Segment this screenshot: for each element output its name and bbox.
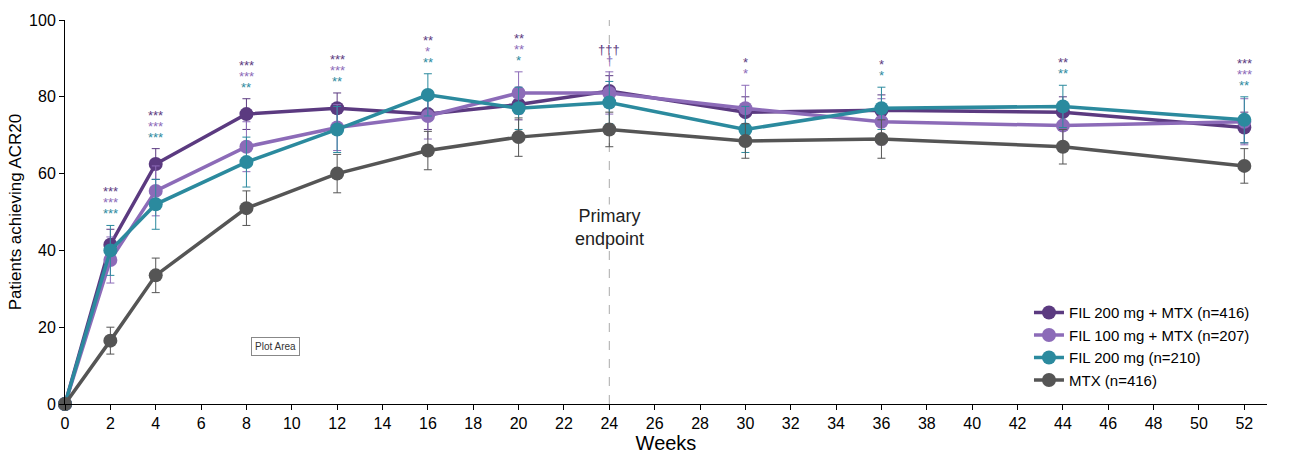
svg-text:Patients achieving ACR20: Patients achieving ACR20 [6,114,25,311]
svg-text:32: 32 [782,415,800,432]
svg-text:**: ** [1239,78,1249,93]
svg-text:***: *** [148,119,163,134]
svg-text:22: 22 [555,415,573,432]
svg-text:18: 18 [464,415,482,432]
svg-text:10: 10 [283,415,301,432]
svg-text:**: ** [423,33,433,48]
svg-text:*: * [879,57,884,72]
svg-text:FIL 200 mg + MTX (n=416): FIL 200 mg + MTX (n=416) [1069,304,1249,321]
svg-text:12: 12 [328,415,346,432]
svg-text:40: 40 [963,415,981,432]
svg-text:50: 50 [1190,415,1208,432]
svg-text:20: 20 [510,415,528,432]
svg-text:*: * [743,66,748,81]
svg-text:**: ** [514,42,524,57]
svg-text:**: ** [1058,66,1068,81]
svg-text:24: 24 [600,415,618,432]
svg-text:*: * [516,53,521,68]
svg-text:MTX (n=416): MTX (n=416) [1069,372,1157,389]
svg-text:40: 40 [38,242,56,259]
svg-text:20: 20 [38,319,56,336]
svg-text:100: 100 [29,12,56,29]
svg-text:Primaryendpoint: Primaryendpoint [575,206,644,249]
svg-text:6: 6 [197,415,206,432]
svg-text:***: *** [1237,67,1252,82]
svg-text:Plot Area: Plot Area [255,341,296,352]
svg-text:16: 16 [419,415,437,432]
svg-text:2: 2 [106,415,115,432]
svg-text:**: ** [423,55,433,70]
svg-text:***: *** [148,130,163,145]
svg-text:***: *** [239,69,254,84]
svg-text:***: *** [330,63,345,78]
svg-text:48: 48 [1145,415,1163,432]
svg-text:*: * [425,44,430,59]
svg-text:Weeks: Weeks [636,432,697,454]
svg-text:28: 28 [691,415,709,432]
svg-text:14: 14 [374,415,392,432]
svg-text:***: *** [1237,56,1252,71]
svg-text:*: * [743,55,748,70]
svg-text:***: *** [103,184,118,199]
svg-text:FIL 200 mg (n=210): FIL 200 mg (n=210) [1069,349,1201,366]
svg-text:†††: ††† [598,42,620,57]
svg-text:46: 46 [1099,415,1117,432]
svg-text:***: *** [330,52,345,67]
svg-text:42: 42 [1009,415,1027,432]
svg-text:60: 60 [38,165,56,182]
svg-text:FIL 100 mg + MTX (n=207): FIL 100 mg + MTX (n=207) [1069,327,1249,344]
svg-text:26: 26 [646,415,664,432]
svg-text:*: * [879,68,884,83]
svg-text:0: 0 [61,415,70,432]
svg-text:34: 34 [827,415,845,432]
svg-text:30: 30 [736,415,754,432]
svg-text:36: 36 [873,415,891,432]
svg-text:**: ** [332,74,342,89]
svg-text:0: 0 [47,396,56,413]
svg-text:8: 8 [242,415,251,432]
svg-text:***: *** [103,195,118,210]
svg-text:80: 80 [38,88,56,105]
svg-text:44: 44 [1054,415,1072,432]
svg-text:4: 4 [151,415,160,432]
svg-text:52: 52 [1235,415,1253,432]
svg-text:†: † [606,53,613,68]
svg-text:**: ** [514,31,524,46]
svg-text:**: ** [241,80,251,95]
svg-text:***: *** [103,206,118,221]
svg-text:***: *** [239,58,254,73]
svg-text:***: *** [148,108,163,123]
svg-text:**: ** [1058,55,1068,70]
svg-text:38: 38 [918,415,936,432]
